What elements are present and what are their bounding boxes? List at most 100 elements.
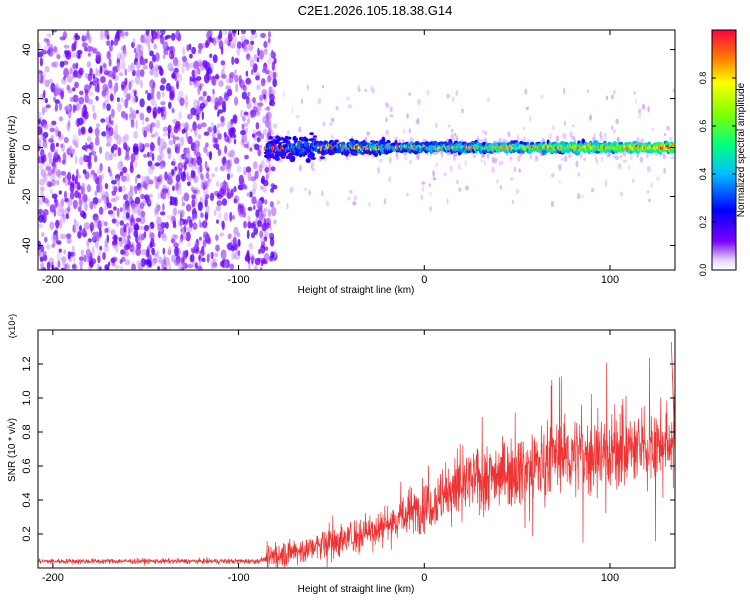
noise-speckle	[173, 56, 179, 67]
noise-speckle	[264, 167, 270, 173]
noise-speckle	[56, 240, 62, 245]
noise-speckle	[217, 34, 222, 40]
noise-speckle	[124, 77, 128, 86]
noise-speckle	[243, 122, 249, 128]
noise-speckle	[159, 151, 164, 160]
noise-speckle	[198, 236, 202, 241]
noise-speckle	[98, 228, 102, 238]
noise-speckle	[227, 233, 232, 240]
noise-speckle	[160, 211, 166, 216]
noise-speckle	[168, 101, 172, 110]
noise-speckle	[123, 91, 128, 98]
noise-speckle	[119, 220, 125, 226]
noise-speckle	[55, 170, 60, 178]
noise-speckle	[149, 193, 153, 198]
noise-speckle	[73, 223, 80, 234]
colorbar-label: Normalized spectral amplitude	[736, 82, 747, 217]
noise-speckle	[119, 265, 124, 270]
noise-speckle	[140, 179, 145, 186]
faint-speckle	[499, 185, 503, 190]
noise-speckle	[89, 141, 94, 151]
noise-speckle	[108, 126, 114, 137]
noise-speckle	[210, 121, 214, 131]
faint-speckle	[458, 187, 462, 192]
noise-speckle	[116, 97, 120, 103]
noise-speckle	[54, 229, 58, 235]
faint-speckle	[516, 134, 520, 141]
faint-speckle	[384, 101, 388, 107]
noise-speckle	[160, 191, 167, 200]
noise-speckle	[153, 43, 157, 50]
spectrogram-xlabel: Height of straight line (km)	[298, 285, 415, 296]
noise-speckle	[263, 48, 269, 53]
noise-speckle	[54, 126, 59, 136]
faint-speckle	[311, 167, 315, 172]
noise-speckle	[249, 222, 256, 229]
noise-speckle	[128, 81, 132, 91]
noise-speckle	[199, 222, 203, 228]
noise-speckle	[197, 85, 201, 95]
faint-speckle	[394, 136, 399, 140]
noise-speckle	[146, 194, 151, 204]
noise-speckle	[242, 116, 246, 122]
noise-speckle	[74, 176, 78, 185]
noise-speckle	[113, 130, 119, 140]
noise-speckle	[67, 88, 73, 94]
noise-speckle	[246, 192, 251, 197]
noise-speckle	[182, 46, 186, 56]
noise-speckle	[174, 246, 179, 257]
noise-speckle	[250, 110, 254, 119]
faint-speckle	[511, 199, 515, 205]
noise-speckle	[168, 263, 172, 270]
noise-speckle	[82, 169, 87, 175]
signal-pixel	[594, 150, 601, 154]
noise-speckle	[52, 96, 57, 102]
noise-speckle	[268, 168, 272, 176]
faint-speckle	[668, 136, 673, 142]
noise-speckle	[74, 119, 78, 126]
noise-speckle	[65, 50, 70, 58]
noise-speckle	[207, 67, 213, 75]
noise-speckle	[256, 57, 260, 63]
noise-speckle	[60, 213, 67, 220]
noise-speckle	[218, 187, 225, 198]
noise-speckle	[40, 245, 45, 253]
noise-speckle	[117, 147, 122, 157]
noise-speckle	[44, 213, 47, 221]
noise-speckle	[51, 193, 58, 199]
noise-speckle	[201, 257, 206, 262]
noise-speckle	[251, 133, 256, 138]
noise-speckle	[58, 131, 62, 138]
noise-speckle	[147, 160, 153, 167]
faint-speckle	[646, 190, 650, 194]
noise-speckle	[183, 192, 190, 202]
noise-speckle	[104, 183, 109, 190]
noise-speckle	[144, 142, 150, 148]
noise-speckle	[260, 209, 264, 220]
noise-speckle	[74, 190, 79, 199]
noise-speckle	[114, 124, 119, 132]
noise-speckle	[180, 261, 184, 270]
noise-speckle	[125, 173, 130, 183]
faint-speckle	[526, 138, 530, 143]
noise-speckle	[39, 256, 44, 263]
noise-speckle	[147, 165, 154, 175]
noise-speckle	[254, 32, 258, 39]
noise-speckle	[160, 145, 165, 152]
noise-speckle	[88, 91, 94, 96]
noise-speckle	[104, 151, 111, 161]
y-tick-label: 0	[21, 144, 33, 150]
noise-speckle	[103, 221, 108, 227]
noise-speckle	[230, 150, 236, 159]
noise-speckle	[87, 45, 92, 53]
noise-speckle	[73, 252, 76, 263]
colorbar-gradient	[711, 29, 737, 271]
signal-pixel	[312, 135, 317, 138]
noise-speckle	[240, 183, 247, 190]
noise-speckle	[42, 137, 47, 142]
noise-speckle	[176, 80, 179, 90]
noise-speckle	[38, 136, 42, 146]
noise-speckle	[113, 85, 117, 96]
noise-speckle	[232, 35, 238, 44]
noise-speckle	[40, 169, 46, 178]
